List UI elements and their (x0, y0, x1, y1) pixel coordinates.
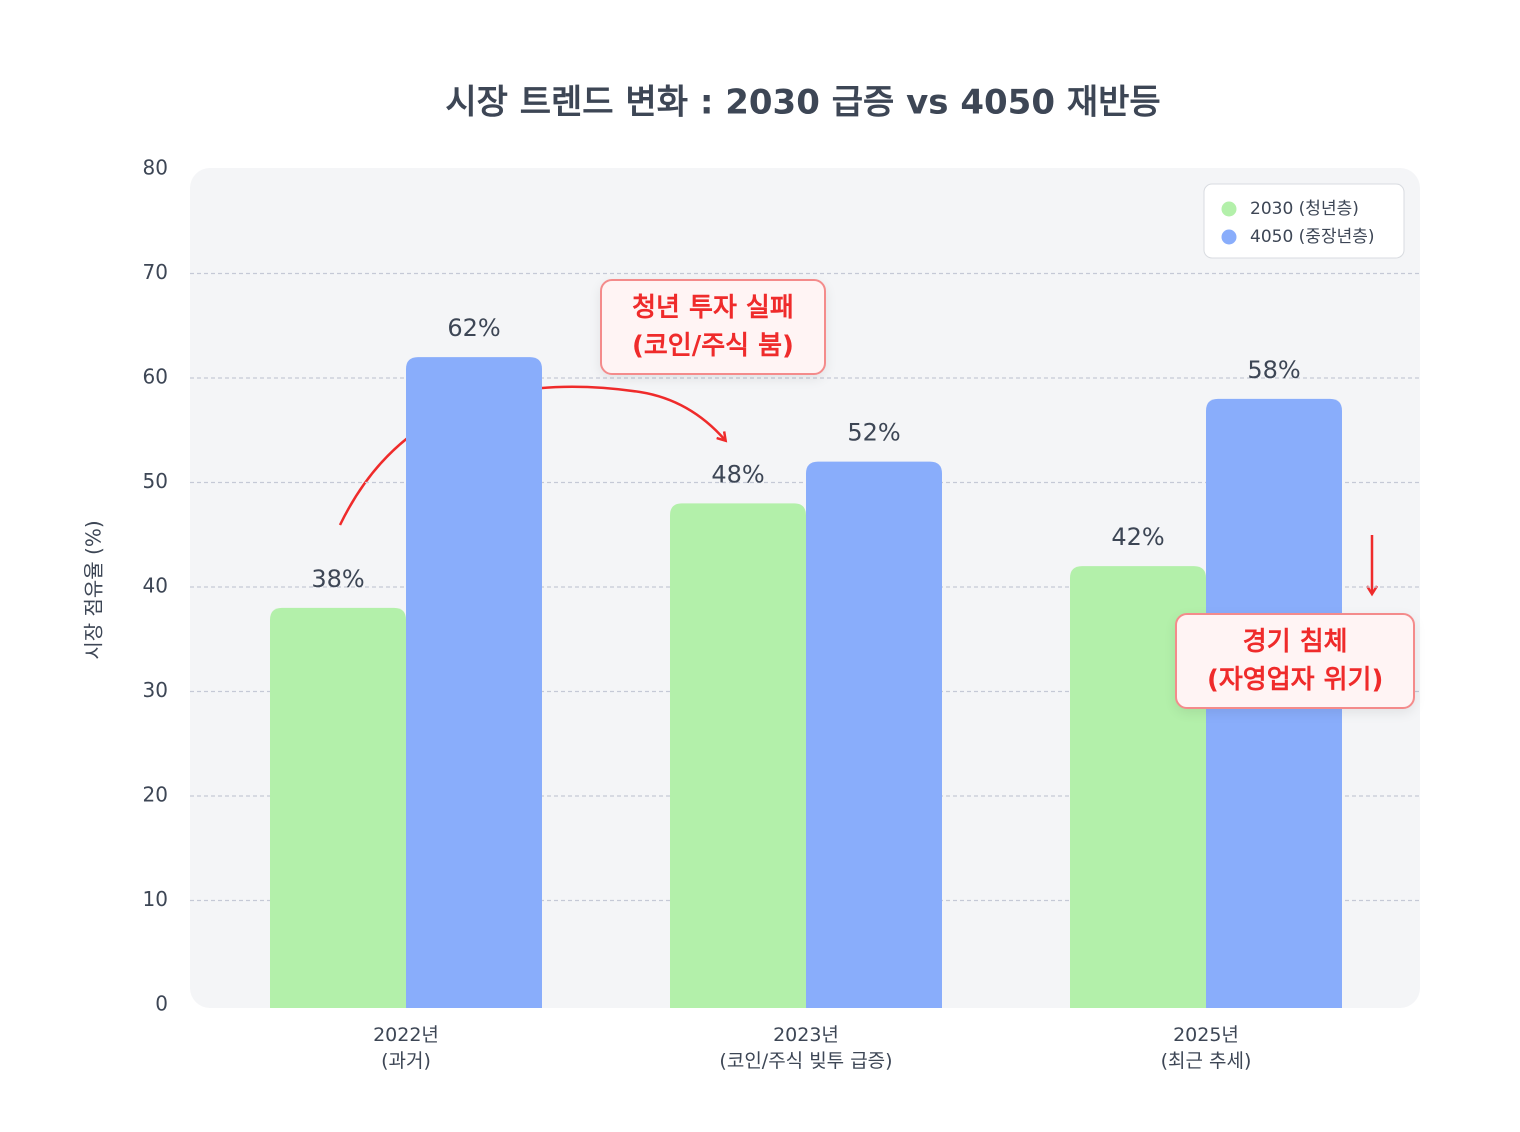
y-tick-label: 0 (155, 992, 168, 1016)
bar (670, 503, 806, 1008)
y-tick-label: 30 (143, 678, 168, 702)
y-axis-label: 시장 점유율 (%) (82, 520, 106, 659)
bar (270, 607, 406, 1008)
y-tick-label: 40 (143, 574, 168, 598)
x-tick-label: 2025년 (최근 추세) (1160, 1024, 1252, 1072)
legend-marker (1221, 201, 1237, 217)
bar (806, 461, 942, 1009)
annotation-arrow (338, 385, 725, 526)
y-tick-label: 20 (143, 783, 168, 807)
legend-marker (1221, 229, 1237, 245)
value-label: 38% (311, 565, 364, 593)
y-tick-label: 10 (143, 887, 168, 911)
y-tick-label: 80 (143, 156, 168, 180)
annotation: 경기 침체 (자영업자 위기) (1175, 613, 1416, 709)
value-label: 52% (847, 419, 900, 447)
value-label: 48% (711, 460, 764, 488)
value-label: 58% (1247, 356, 1300, 384)
value-label: 62% (447, 314, 500, 342)
y-tick-label: 70 (143, 260, 168, 284)
y-tick-label: 50 (143, 469, 168, 493)
x-tick-label: 2023년 (코인/주식 빚투 급증) (719, 1024, 893, 1072)
x-tick-label: 2022년 (과거) (373, 1024, 439, 1072)
value-label: 42% (1111, 523, 1164, 551)
y-tick-label: 60 (143, 365, 168, 389)
legend (1203, 183, 1405, 259)
legend-label: 4050 (중장년층) (1250, 227, 1375, 247)
bar (406, 357, 542, 1009)
legend-label: 2030 (청년층) (1250, 199, 1359, 219)
annotation: 청년 투자 실패 (코인/주식 붐) (600, 279, 826, 375)
chart-title: 시장 트렌드 변화 : 2030 급증 vs 4050 재반등 (445, 83, 1160, 123)
bar (1070, 566, 1206, 1008)
